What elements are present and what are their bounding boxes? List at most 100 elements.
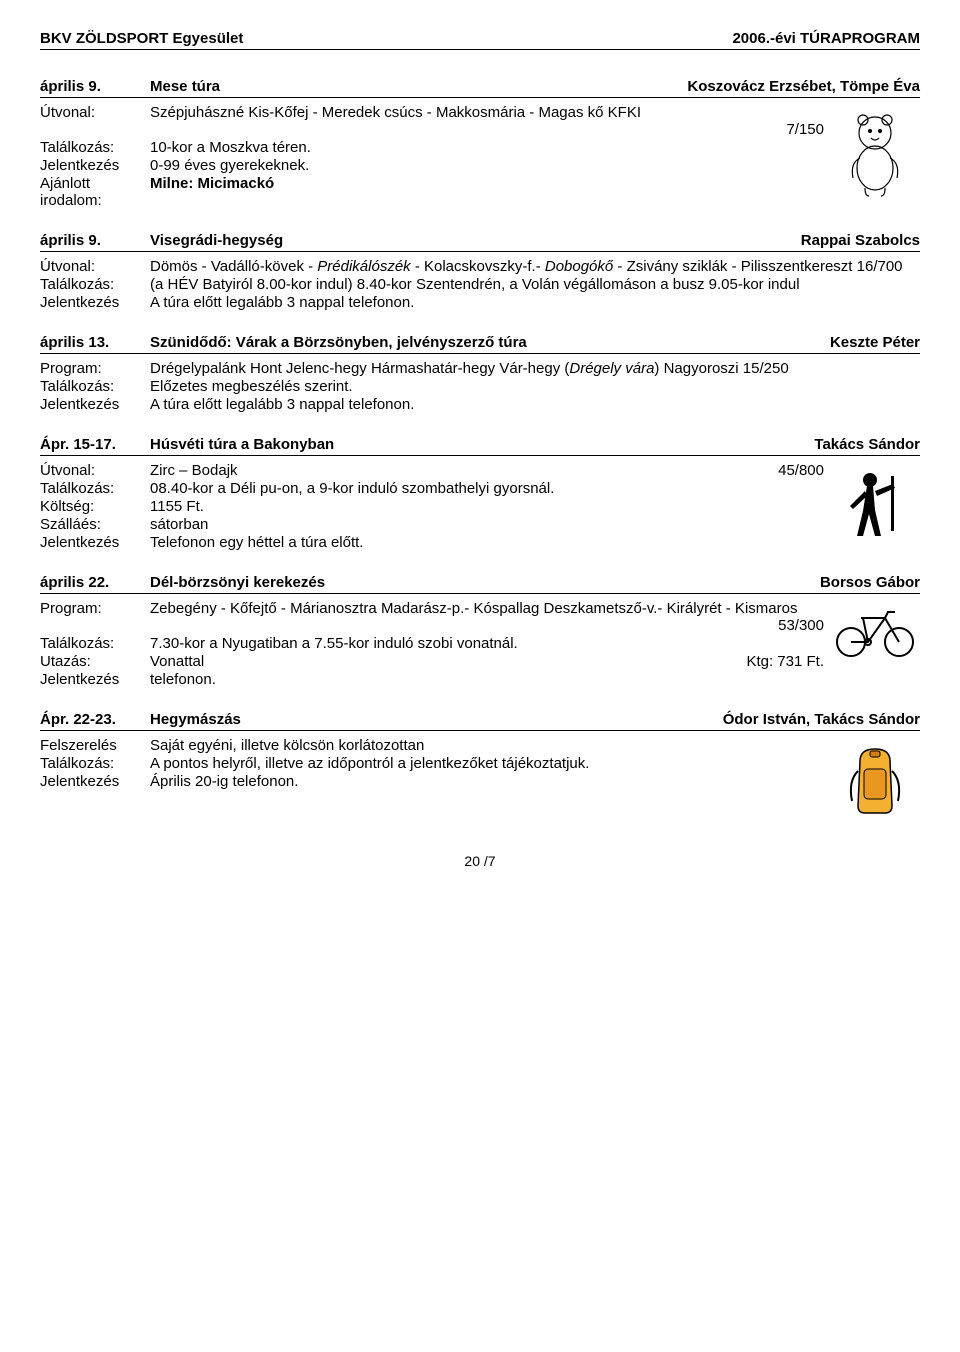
row-value: A pontos helyről, illetve az időpontról … [150,755,830,772]
row-value: Dömös - Vadálló-kövek - Prédikálószék - … [150,258,920,275]
row-label: Jelentkezés [40,773,150,790]
row-label: Útvonal: [40,462,150,479]
event-row: Útvonal:Szépjuhászné Kis-Kőfej - Meredek… [40,104,830,138]
row-value: Drégelypalánk Hont Jelenc-hegy Hármashat… [150,360,920,377]
event-title-row: április 9.Mese túra Koszovácz Erzsébet, T… [40,78,920,98]
event-row: Útvonal:Zirc – Bodajk45/800 [40,462,830,479]
event-block: április 9.Visegrádi-hegységRappai Szabol… [40,232,920,312]
row-label: Találkozás: [40,378,150,395]
event-block: április 9.Mese túra Koszovácz Erzsébet, T… [40,78,920,210]
event-row: JelentkezésA túra előtt legalább 3 nappa… [40,396,920,413]
row-label: Találkozás: [40,480,150,497]
row-value: Április 20-ig telefonon. [150,773,830,790]
event-row: Találkozás:Előzetes megbeszélés szerint. [40,378,920,395]
page-header: BKV ZÖLDSPORT Egyesület 2006.-évi TÚRAPR… [40,30,920,50]
row-label: Jelentkezés [40,671,150,688]
hiker-icon [830,462,920,552]
event-row: Program:Zebegény - Kőfejtő - Márianosztr… [40,600,830,634]
event-row: JelentkezésÁprilis 20-ig telefonon. [40,773,830,790]
event-row: Utazás:VonattalKtg: 731 Ft. [40,653,830,670]
event-leader: Keszte Péter [830,334,920,351]
row-value: 0-99 éves gyerekeknek. [150,157,830,174]
row-value: Zebegény - Kőfejtő - Márianosztra Madará… [150,600,830,634]
event-row: Jelentkezéstelefonon. [40,671,830,688]
row-label: Utazás: [40,653,150,670]
row-label: Költség: [40,498,150,515]
event-row: Útvonal:Dömös - Vadálló-kövek - Prédikál… [40,258,920,275]
event-title-row: Ápr. 15-17.Húsvéti túra a Bakonyban Takác… [40,436,920,456]
row-label: Találkozás: [40,276,150,293]
event-title-row: április 22.Dél-börzsönyi kerekezésBorsos… [40,574,920,594]
row-extra: 45/800 [778,462,830,479]
row-value: Szépjuhászné Kis-Kőfej - Meredek csúcs -… [150,104,830,138]
row-label: Jelentkezés [40,534,150,551]
pooh-icon [830,104,920,210]
row-extra: 7/150 [150,121,830,138]
row-label: Program: [40,360,150,377]
event-body: Útvonal:Dömös - Vadálló-kövek - Prédikál… [40,258,920,312]
row-label: Jelentkezés [40,157,150,174]
event-leader: Koszovácz Erzsébet, Tömpe Éva [687,78,920,95]
event-row: JelentkezésTelefonon egy héttel a túra e… [40,534,830,551]
event-row: Program:Drégelypalánk Hont Jelenc-hegy H… [40,360,920,377]
row-value: Zirc – Bodajk45/800 [150,462,830,479]
event-leader: Rappai Szabolcs [801,232,920,249]
row-value: A túra előtt legalább 3 nappal telefonon… [150,396,920,413]
event-details: Útvonal:Szépjuhászné Kis-Kőfej - Meredek… [40,104,830,210]
row-value: 7.30-kor a Nyugatiban a 7.55-kor induló … [150,635,830,652]
row-extra: 53/300 [150,617,830,634]
event-details: Program:Zebegény - Kőfejtő - Márianosztr… [40,600,830,689]
event-title-row: Ápr. 22-23.HegymászásÓdor István, Takács… [40,711,920,731]
row-value: A túra előtt legalább 3 nappal telefonon… [150,294,920,311]
row-value: sátorban [150,516,830,533]
row-value: Előzetes megbeszélés szerint. [150,378,920,395]
event-date-title: április 13.Szünidődő: Várak a Börzsönybe… [40,334,527,351]
event-leader: Ódor István, Takács Sándor [723,711,920,728]
row-label: Jelentkezés [40,396,150,413]
event-block: április 22.Dél-börzsönyi kerekezésBorsos… [40,574,920,689]
event-row: FelszerelésSaját egyéni, illetve kölcsön… [40,737,830,754]
bike-icon [830,600,920,689]
row-value: 10-kor a Moszkva téren. [150,139,830,156]
event-row: Találkozás:(a HÉV Batyiról 8.00-kor indu… [40,276,920,293]
event-details: Útvonal:Dömös - Vadálló-kövek - Prédikál… [40,258,920,312]
event-body: FelszerelésSaját egyéni, illetve kölcsön… [40,737,920,821]
event-row: Találkozás:A pontos helyről, illetve az … [40,755,830,772]
event-date-title: Ápr. 15-17.Húsvéti túra a Bakonyban [40,436,334,453]
row-extra: Ktg: 731 Ft. [746,653,830,670]
row-value: telefonon. [150,671,830,688]
row-label: Találkozás: [40,755,150,772]
row-label: Program: [40,600,150,617]
event-row: Ajánlott irodalom:Milne: Micimackó [40,175,830,209]
event-row: Találkozás:08.40-kor a Déli pu-on, a 9-k… [40,480,830,497]
event-row: Szálláés:sátorban [40,516,830,533]
event-block: április 13.Szünidődő: Várak a Börzsönybe… [40,334,920,414]
row-value: 1155 Ft. [150,498,830,515]
row-value: 08.40-kor a Déli pu-on, a 9-kor induló s… [150,480,830,497]
page-footer: 20 /7 [40,853,920,869]
row-label: Találkozás: [40,635,150,652]
row-value: (a HÉV Batyiról 8.00-kor indul) 8.40-kor… [150,276,920,293]
event-date-title: április 22.Dél-börzsönyi kerekezés [40,574,325,591]
event-leader: Takács Sándor [814,436,920,453]
event-body: Útvonal:Szépjuhászné Kis-Kőfej - Meredek… [40,104,920,210]
event-row: JelentkezésA túra előtt legalább 3 nappa… [40,294,920,311]
event-date-title: április 9.Mese túra [40,78,220,95]
event-row: Találkozás:10-kor a Moszkva téren. [40,139,830,156]
event-row: Költség:1155 Ft. [40,498,830,515]
row-label: Találkozás: [40,139,150,156]
row-label: Ajánlott irodalom: [40,175,150,209]
backpack-icon [830,737,920,821]
row-label: Felszerelés [40,737,150,754]
header-right: 2006.-évi TÚRAPROGRAM [732,30,920,47]
row-label: Jelentkezés [40,294,150,311]
event-row: Jelentkezés0-99 éves gyerekeknek. [40,157,830,174]
event-details: Útvonal:Zirc – Bodajk45/800Találkozás:08… [40,462,830,552]
event-body: Program:Drégelypalánk Hont Jelenc-hegy H… [40,360,920,414]
header-left: BKV ZÖLDSPORT Egyesület [40,30,243,47]
row-value: Milne: Micimackó [150,175,830,192]
events-list: április 9.Mese túra Koszovácz Erzsébet, T… [40,78,920,821]
event-body: Útvonal:Zirc – Bodajk45/800Találkozás:08… [40,462,920,552]
event-block: Ápr. 15-17.Húsvéti túra a Bakonyban Takác… [40,436,920,552]
row-value: Saját egyéni, illetve kölcsön korlátozot… [150,737,830,754]
